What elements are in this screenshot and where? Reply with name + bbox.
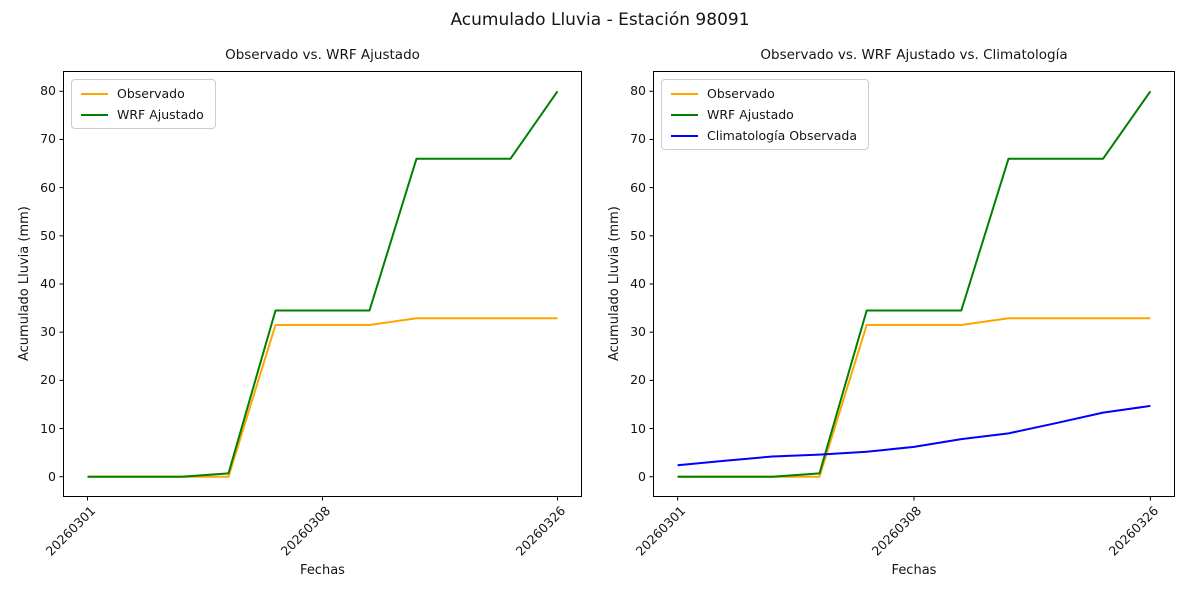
y-tick-label: 20 bbox=[40, 372, 56, 388]
y-tick-label: 70 bbox=[40, 131, 56, 147]
y-tick-label: 10 bbox=[40, 420, 56, 436]
legend-label: WRF Ajustado bbox=[117, 107, 204, 122]
subplot-right-title: Observado vs. WRF Ajustado vs. Climatolo… bbox=[760, 47, 1068, 63]
series-line-climatologia-observada bbox=[677, 404, 1151, 467]
legend-line-swatch bbox=[671, 113, 698, 116]
legend-line-swatch bbox=[81, 92, 108, 95]
y-tick-label: 30 bbox=[40, 324, 56, 340]
x-axis-label-left: Fechas bbox=[300, 563, 345, 578]
x-tick-label: 20260308 bbox=[869, 503, 925, 559]
y-tick-label: 40 bbox=[40, 276, 56, 291]
legend-line-swatch bbox=[81, 113, 108, 116]
plot-area-right: 0 10 20 30 40 50 60 70 80 20260301 20260308 2026032… bbox=[630, 71, 1175, 559]
x-tick-label: 20260301 bbox=[632, 503, 689, 559]
plot-canvas bbox=[649, 90, 1152, 501]
y-tick-label: 50 bbox=[630, 227, 646, 243]
legend-label: Climatología Observada bbox=[707, 128, 857, 143]
x-tick-label: 20260308 bbox=[277, 503, 334, 559]
subplot-left-title: Observado vs. WRF Ajustado bbox=[225, 47, 420, 63]
y-tick-label: 30 bbox=[630, 324, 646, 340]
x-tick-label: 20260326 bbox=[1105, 503, 1161, 559]
plot-area-left: 0 10 20 30 40 50 60 70 80 20260301 20260308 2026032… bbox=[40, 71, 582, 559]
plot-canvas bbox=[59, 90, 559, 501]
figure-title: Acumulado Lluvia - Estación 98091 bbox=[450, 10, 750, 30]
legend-line-swatch bbox=[671, 92, 698, 95]
y-tick-label: 70 bbox=[630, 131, 646, 147]
y-tick-label: 0 bbox=[48, 468, 56, 484]
y-tick-label: 40 bbox=[630, 276, 646, 291]
legend: Observado WRF Ajustado bbox=[71, 79, 216, 129]
series-line-observado bbox=[87, 317, 558, 478]
series-line-wrf-ajustado bbox=[87, 90, 559, 478]
legend-item-climatologia-observada: Climatología Observada bbox=[671, 128, 857, 143]
legend-label: Observado bbox=[707, 86, 775, 101]
y-tick-label: 80 bbox=[630, 83, 646, 99]
legend: Observado WRF Ajustado Climatología Observ… bbox=[661, 79, 869, 150]
legend-item-wrf-ajustado: WRF Ajustado bbox=[81, 107, 204, 122]
series-line-observado bbox=[677, 317, 1151, 478]
legend-item-observado: Observado bbox=[671, 86, 857, 101]
y-tick-label: 80 bbox=[40, 83, 56, 99]
legend-item-wrf-ajustado: WRF Ajustado bbox=[671, 107, 857, 122]
y-tick-label: 60 bbox=[630, 179, 646, 195]
y-tick-label: 50 bbox=[40, 227, 56, 243]
x-tick-label: 20260326 bbox=[512, 503, 569, 559]
y-tick-label: 20 bbox=[630, 372, 646, 388]
legend-label: WRF Ajustado bbox=[707, 107, 794, 122]
legend-line-swatch bbox=[671, 134, 698, 137]
legend-item-observado: Observado bbox=[81, 86, 204, 101]
legend-label: Observado bbox=[117, 86, 185, 101]
y-tick-label: 10 bbox=[630, 420, 646, 436]
series-line-wrf-ajustado bbox=[677, 90, 1152, 478]
y-tick-label: 60 bbox=[40, 179, 56, 195]
x-axis-label-right: Fechas bbox=[891, 563, 937, 578]
y-tick-label: 0 bbox=[638, 468, 646, 484]
x-tick-label: 20260301 bbox=[42, 503, 99, 559]
